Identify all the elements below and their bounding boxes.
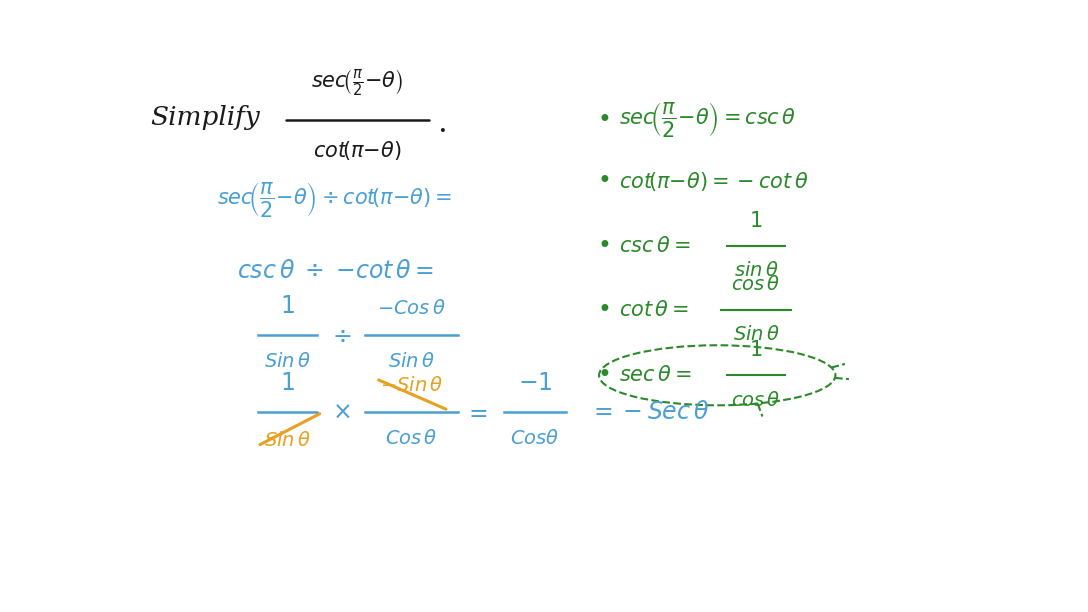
Text: $\mathit{sin}\,\theta$: $\mathit{sin}\,\theta$ [733, 261, 778, 280]
Text: $\mathit{Sin}\,\theta$: $\mathit{Sin}\,\theta$ [732, 325, 779, 344]
Text: •: • [597, 364, 611, 387]
Text: •: • [597, 298, 611, 322]
Text: $\mathit{sec}\!\left(\dfrac{\pi}{2}{-}\theta\right) \div \mathit{cot}\!\left(\pi: $\mathit{sec}\!\left(\dfrac{\pi}{2}{-}\t… [218, 180, 453, 219]
Text: $=$: $=$ [463, 401, 487, 424]
Text: •: • [597, 234, 611, 258]
Text: $\mathit{sec}\!\left(\dfrac{\pi}{2}{-}\theta\right) = \mathit{csc}\,\theta$: $\mathit{sec}\!\left(\dfrac{\pi}{2}{-}\t… [619, 100, 796, 139]
Text: $-1$: $-1$ [518, 372, 553, 395]
Text: Simplify: Simplify [150, 105, 260, 130]
Text: •: • [597, 108, 611, 132]
Text: $\mathit{Sin}\,\theta$: $\mathit{Sin}\,\theta$ [263, 352, 310, 371]
Text: $1$: $1$ [280, 372, 295, 395]
Text: $\mathit{csc}\,\theta \;\div\; {-}\mathit{cot}\,\theta =$: $\mathit{csc}\,\theta \;\div\; {-}\mathi… [237, 260, 434, 283]
Text: $1$: $1$ [750, 211, 763, 231]
Text: •: • [597, 170, 611, 193]
Text: $\times$: $\times$ [332, 401, 350, 424]
Text: $\mathit{sec}\!\left(\frac{\pi}{2}{-}\theta\right)$: $\mathit{sec}\!\left(\frac{\pi}{2}{-}\th… [311, 67, 403, 99]
Text: $\mathit{cot}\,\theta = $: $\mathit{cot}\,\theta = $ [619, 300, 689, 320]
Text: $\mathit{cos}\,\theta$: $\mathit{cos}\,\theta$ [731, 275, 781, 294]
Text: $\mathit{cot}\!\left(\pi{-}\theta\right) = -\mathit{cot}\,\theta$: $\mathit{cot}\!\left(\pi{-}\theta\right)… [619, 170, 808, 193]
Text: $\mathit{cot}\!\left(\pi{-}\theta\right)$: $\mathit{cot}\!\left(\pi{-}\theta\right)… [312, 139, 401, 162]
Text: $\mathit{Sin}\,\theta$: $\mathit{Sin}\,\theta$ [263, 431, 310, 450]
Text: $\mathit{sec}\,\theta = $: $\mathit{sec}\,\theta = $ [619, 365, 692, 386]
Text: $1$: $1$ [280, 296, 295, 318]
Text: $-\mathit{Sin}\,\theta$: $-\mathit{Sin}\,\theta$ [380, 376, 443, 395]
Text: $\mathit{csc}\,\theta = $: $\mathit{csc}\,\theta = $ [619, 236, 690, 256]
Text: $1$: $1$ [750, 340, 763, 360]
Text: $-\mathit{Cos}\,\theta$: $-\mathit{Cos}\,\theta$ [376, 299, 445, 318]
Text: .: . [436, 108, 446, 139]
Text: $\mathit{Cos}\theta$: $\mathit{Cos}\theta$ [510, 429, 559, 448]
Text: $= -\mathit{Sec}\,\theta$: $= -\mathit{Sec}\,\theta$ [590, 401, 709, 424]
Text: $\mathit{Sin}\,\theta$: $\mathit{Sin}\,\theta$ [387, 352, 434, 371]
Text: $\mathit{cos}\,\theta$: $\mathit{cos}\,\theta$ [731, 390, 781, 409]
Text: $\mathit{Cos}\,\theta$: $\mathit{Cos}\,\theta$ [385, 429, 437, 448]
Text: $\div$: $\div$ [332, 324, 351, 347]
